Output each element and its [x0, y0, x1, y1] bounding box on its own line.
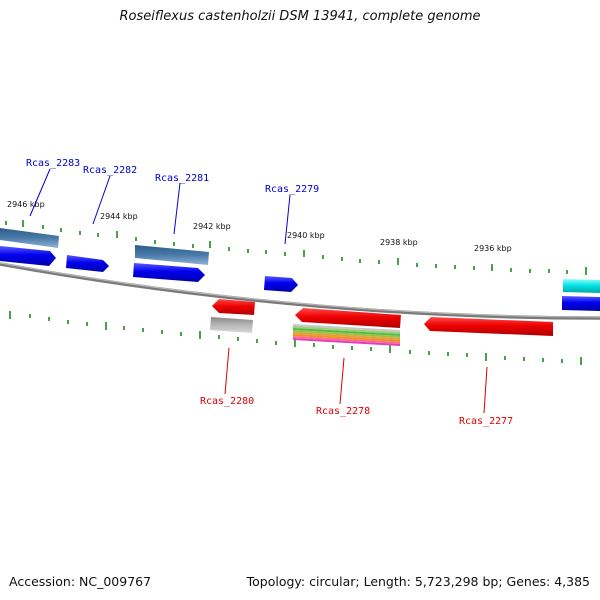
scale-label: 2938 kbp: [380, 238, 418, 247]
multicolor-feature: [293, 324, 400, 346]
gene-label-reverse[interactable]: Rcas_2280: [200, 396, 254, 407]
forward-gene-arrow: [0, 246, 56, 266]
reverse-gene-arrow: [212, 299, 255, 315]
forward-gene-arrow: [562, 296, 600, 311]
forward-label-leaders: [29, 168, 291, 245]
gene-label-forward[interactable]: Rcas_2282: [83, 165, 137, 176]
forward-gene-arrow: [264, 276, 298, 292]
genome-backbone-highlight: [0, 262, 600, 318]
scale-label: 2940 kbp: [287, 231, 325, 240]
gray-feature: [210, 317, 253, 333]
reverse-label-leaders: [224, 347, 488, 414]
scale-label: 2944 kbp: [100, 212, 138, 221]
inner-scale-ticks: [9, 311, 582, 365]
steel-feature: [0, 228, 59, 248]
reverse-gene-arrow: [295, 308, 401, 328]
accession-text: Accession: NC_009767: [9, 574, 152, 589]
genome-backbone: [0, 262, 600, 320]
gene-label-forward[interactable]: Rcas_2281: [155, 173, 209, 184]
reverse-gene-arrow: [424, 317, 553, 336]
scale-label: 2946 kbp: [7, 200, 45, 209]
forward-gene-arrow: [66, 255, 109, 272]
gene-label-reverse[interactable]: Rcas_2277: [459, 416, 513, 427]
cyan-feature: [563, 279, 600, 293]
steel-feature: [135, 245, 209, 265]
genome-summary-text: Topology: circular; Length: 5,723,298 bp…: [246, 574, 590, 589]
scale-label: 2936 kbp: [474, 244, 512, 253]
map-title: Roseiflexus castenholzii DSM 13941, comp…: [119, 9, 481, 24]
gene-label-forward[interactable]: Rcas_2283: [26, 158, 80, 169]
gene-label-forward[interactable]: Rcas_2279: [265, 184, 319, 195]
gene-label-reverse[interactable]: Rcas_2278: [316, 406, 370, 417]
scale-label: 2942 kbp: [193, 222, 231, 231]
outer-scale-ticks: [5, 220, 587, 275]
forward-gene-arrow: [133, 263, 205, 282]
